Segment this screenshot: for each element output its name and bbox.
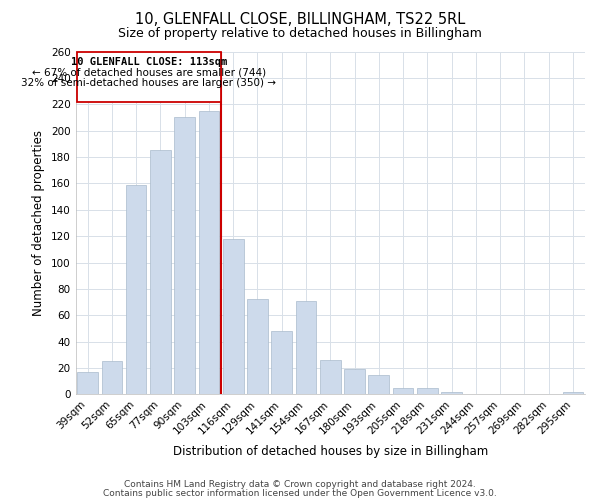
Bar bbox=[175, 118, 195, 394]
Text: 10, GLENFALL CLOSE, BILLINGHAM, TS22 5RL: 10, GLENFALL CLOSE, BILLINGHAM, TS22 5RL bbox=[135, 12, 465, 28]
Bar bbox=[417, 388, 437, 394]
Bar bbox=[393, 388, 413, 394]
Bar bbox=[199, 111, 219, 395]
Bar bbox=[320, 360, 341, 394]
Bar bbox=[441, 392, 462, 394]
Bar bbox=[223, 239, 244, 394]
Text: 10 GLENFALL CLOSE: 113sqm: 10 GLENFALL CLOSE: 113sqm bbox=[71, 57, 227, 67]
Text: Contains HM Land Registry data © Crown copyright and database right 2024.: Contains HM Land Registry data © Crown c… bbox=[124, 480, 476, 489]
Text: Size of property relative to detached houses in Billingham: Size of property relative to detached ho… bbox=[118, 28, 482, 40]
Text: 32% of semi-detached houses are larger (350) →: 32% of semi-detached houses are larger (… bbox=[22, 78, 277, 88]
X-axis label: Distribution of detached houses by size in Billingham: Distribution of detached houses by size … bbox=[173, 444, 488, 458]
Bar bbox=[296, 301, 316, 394]
Bar bbox=[563, 392, 583, 394]
Bar bbox=[344, 370, 365, 394]
Y-axis label: Number of detached properties: Number of detached properties bbox=[32, 130, 46, 316]
Text: ← 67% of detached houses are smaller (744): ← 67% of detached houses are smaller (74… bbox=[32, 68, 266, 78]
Bar bbox=[368, 374, 389, 394]
Bar bbox=[77, 372, 98, 394]
Bar bbox=[126, 184, 146, 394]
Text: Contains public sector information licensed under the Open Government Licence v3: Contains public sector information licen… bbox=[103, 488, 497, 498]
Bar bbox=[271, 331, 292, 394]
FancyBboxPatch shape bbox=[77, 52, 221, 102]
Bar bbox=[150, 150, 171, 394]
Bar bbox=[247, 300, 268, 394]
Bar bbox=[101, 362, 122, 394]
